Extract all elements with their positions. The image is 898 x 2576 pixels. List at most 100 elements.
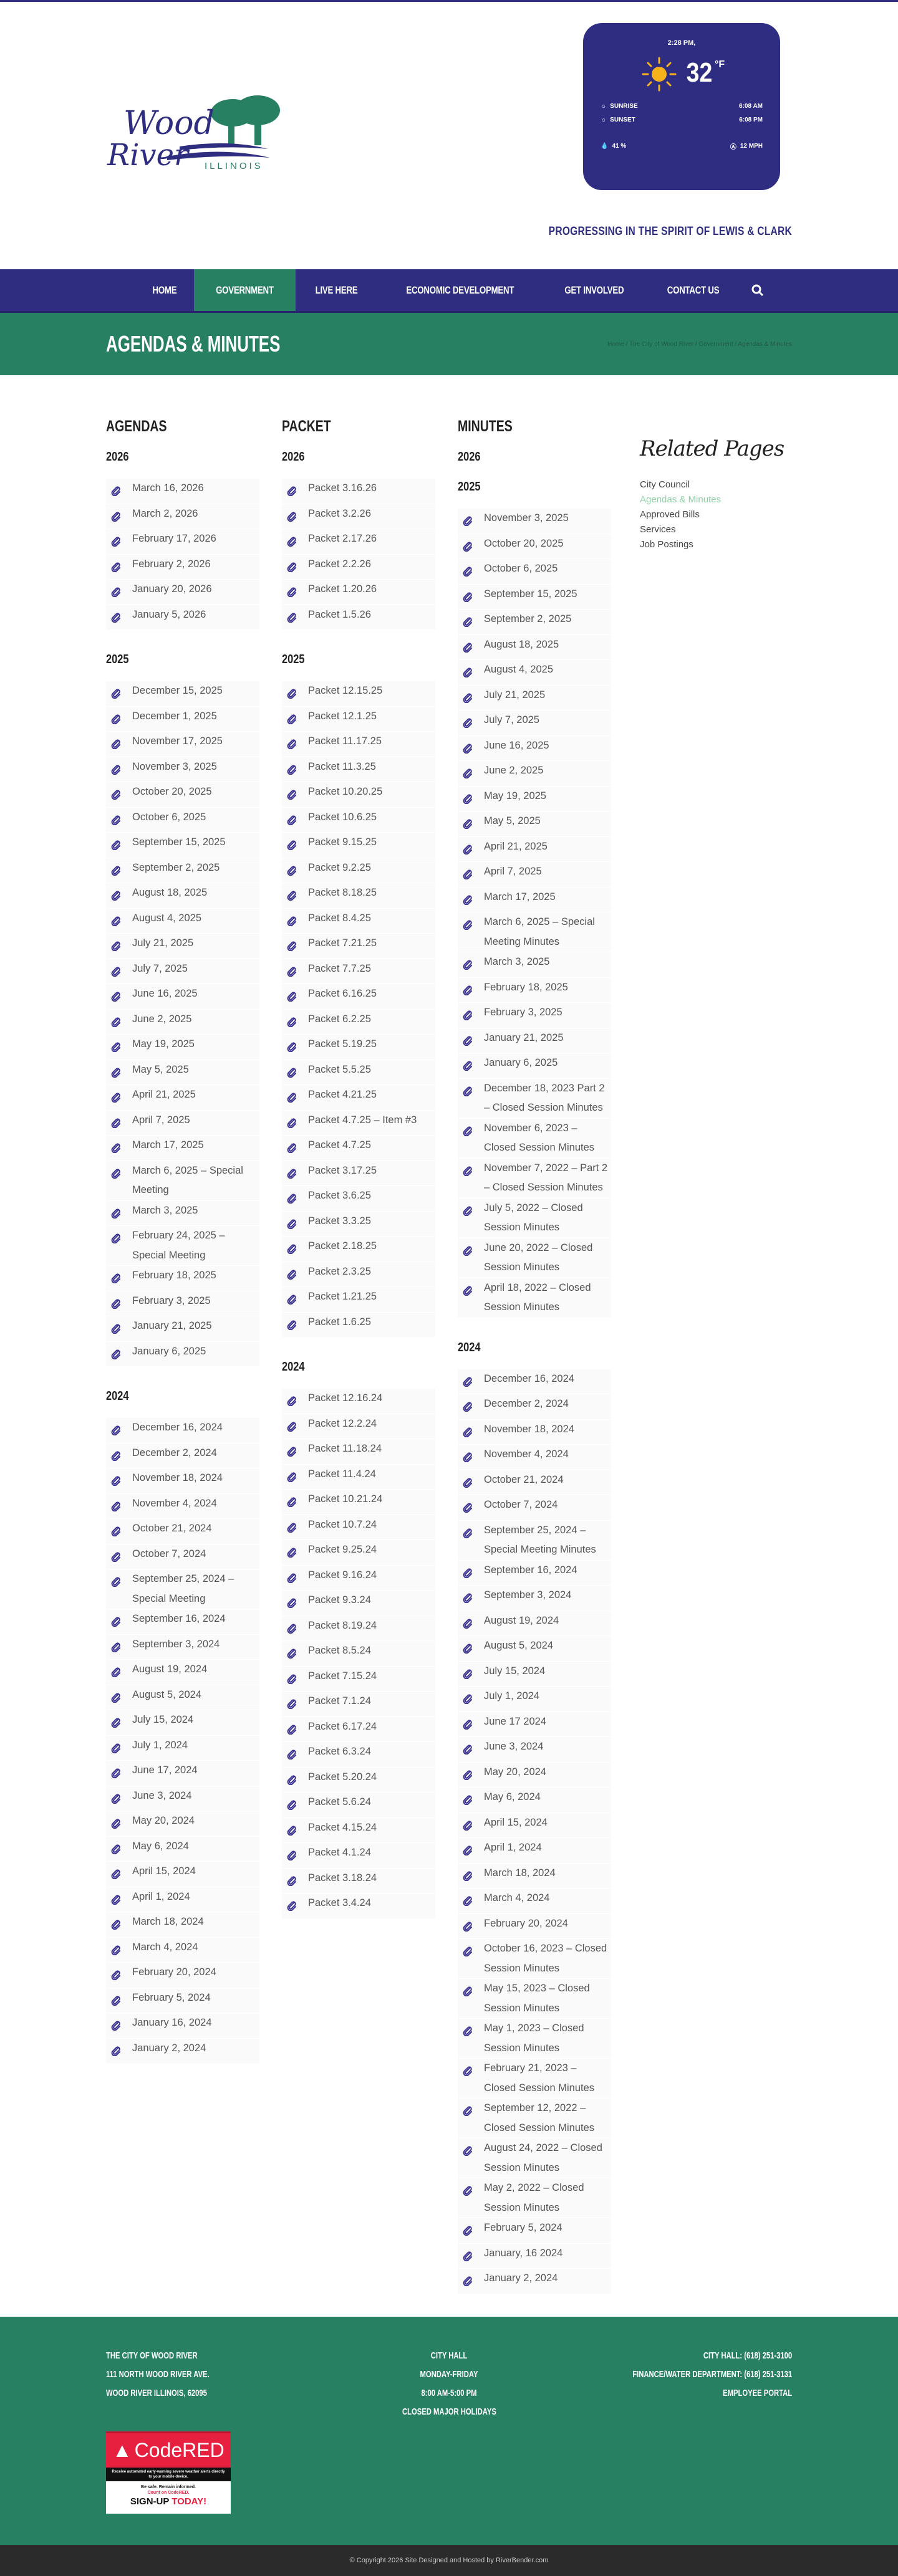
list-item[interactable]: Packet 3.4.24	[282, 1894, 435, 1919]
list-item[interactable]: September 2, 2025	[106, 858, 259, 883]
list-item[interactable]: September 16, 2024	[458, 1561, 611, 1586]
document-link[interactable]: May 6, 2024	[484, 1791, 541, 1803]
list-item[interactable]: July 1, 2024	[458, 1687, 611, 1712]
list-item[interactable]: October 20, 2025	[458, 534, 611, 559]
document-link[interactable]: September 16, 2024	[132, 1613, 226, 1624]
list-item[interactable]: Packet 6.3.24	[282, 1742, 435, 1768]
list-item[interactable]: December 16, 2024	[106, 1418, 259, 1444]
document-link[interactable]: October 16, 2023 – Closed Session Minute…	[484, 1943, 607, 1974]
document-link[interactable]: March 3, 2025	[132, 1204, 198, 1216]
list-item[interactable]: March 2, 2026	[106, 504, 259, 529]
document-link[interactable]: September 2, 2025	[484, 613, 572, 625]
document-link[interactable]: November 17, 2025	[132, 735, 223, 747]
list-item[interactable]: April 1, 2024	[458, 1838, 611, 1864]
document-link[interactable]: March 16, 2026	[132, 482, 204, 494]
list-item[interactable]: November 6, 2023 – Closed Session Minute…	[458, 1119, 611, 1159]
wood-river-logo[interactable]: Wood River ILLINOIS	[105, 89, 286, 176]
list-item[interactable]: January, 16 2024	[458, 2244, 611, 2269]
list-item[interactable]: Packet 5.6.24	[282, 1793, 435, 1818]
list-item[interactable]: Packet 4.7.25	[282, 1136, 435, 1161]
list-item[interactable]: February 17, 2026	[106, 529, 259, 555]
list-item[interactable]: August 18, 2025	[106, 883, 259, 909]
list-item[interactable]: Packet 10.7.24	[282, 1515, 435, 1540]
list-item[interactable]: Packet 8.19.24	[282, 1616, 435, 1641]
document-link[interactable]: April 21, 2025	[132, 1089, 196, 1100]
list-item[interactable]: November 18, 2024	[458, 1420, 611, 1445]
list-item[interactable]: Packet 2.2.26	[282, 555, 435, 580]
document-link[interactable]: October 20, 2025	[132, 786, 212, 797]
list-item[interactable]: April 7, 2025	[458, 862, 611, 888]
footer-contact-line[interactable]: FINANCE/WATER DEPARTMENT: (618) 251-3131	[632, 2368, 792, 2380]
document-link[interactable]: November 4, 2024	[484, 1448, 569, 1460]
list-item[interactable]: May 2, 2022 – Closed Session Minutes	[458, 2178, 611, 2218]
list-item[interactable]: November 3, 2025	[106, 757, 259, 782]
document-link[interactable]: Packet 10.20.25	[308, 786, 383, 797]
document-link[interactable]: April 7, 2025	[132, 1114, 190, 1126]
document-link[interactable]: March 18, 2024	[132, 1916, 204, 1927]
list-item[interactable]: April 15, 2024	[106, 1862, 259, 1887]
list-item[interactable]: Packet 10.20.25	[282, 782, 435, 808]
list-item[interactable]: February 3, 2025	[106, 1291, 259, 1316]
list-item[interactable]: December 2, 2024	[106, 1444, 259, 1468]
document-link[interactable]: November 3, 2025	[484, 512, 569, 524]
document-link[interactable]: April 1, 2024	[484, 1842, 542, 1853]
list-item[interactable]: August 5, 2024	[106, 1685, 259, 1710]
document-link[interactable]: December 15, 2025	[132, 685, 223, 696]
list-item[interactable]: Packet 1.20.26	[282, 580, 435, 605]
list-item[interactable]: January 2, 2024	[458, 2269, 611, 2294]
document-link[interactable]: Packet 7.15.24	[308, 1670, 377, 1682]
list-item[interactable]: August 19, 2024	[106, 1660, 259, 1685]
document-link[interactable]: March 2, 2026	[132, 507, 198, 519]
list-item[interactable]: March 6, 2025 – Special Meeting	[106, 1161, 259, 1201]
document-link[interactable]: February 18, 2025	[132, 1270, 216, 1281]
document-link[interactable]: April 7, 2025	[484, 866, 542, 877]
list-item[interactable]: Packet 8.18.25	[282, 883, 435, 909]
nav-item-live-here[interactable]: LIVE HERE	[296, 269, 377, 311]
list-item[interactable]: January 21, 2025	[106, 1316, 259, 1342]
list-item[interactable]: May 1, 2023 – Closed Session Minutes	[458, 2019, 611, 2059]
document-link[interactable]: Packet 9.3.24	[308, 1594, 371, 1606]
document-link[interactable]: September 25, 2024 – Special Meeting	[132, 1573, 234, 1604]
document-link[interactable]: March 6, 2025 – Special Meeting	[132, 1164, 243, 1196]
list-item[interactable]: Packet 4.21.25	[282, 1085, 435, 1111]
list-item[interactable]: September 16, 2024	[106, 1609, 259, 1635]
list-item[interactable]: June 17, 2024	[106, 1761, 259, 1786]
document-link[interactable]: August 18, 2025	[132, 887, 208, 898]
document-link[interactable]: November 4, 2024	[132, 1497, 217, 1509]
list-item[interactable]: May 6, 2024	[458, 1788, 611, 1813]
list-item[interactable]: Packet 1.21.25	[282, 1287, 435, 1313]
document-link[interactable]: Packet 8.4.25	[308, 912, 371, 924]
list-item[interactable]: July 21, 2025	[458, 686, 611, 711]
document-link[interactable]: Packet 1.6.25	[308, 1316, 371, 1328]
document-link[interactable]: May 5, 2025	[484, 815, 541, 826]
document-link[interactable]: August 5, 2024	[132, 1688, 202, 1700]
document-link[interactable]: Packet 11.4.24	[308, 1468, 376, 1480]
document-link[interactable]: August 24, 2022 – Closed Session Minutes	[484, 2142, 602, 2173]
list-item[interactable]: Packet 1.6.25	[282, 1313, 435, 1338]
list-item[interactable]: February 18, 2025	[458, 978, 611, 1003]
document-link[interactable]: December 16, 2024	[484, 1372, 574, 1384]
document-link[interactable]: October 6, 2025	[132, 811, 206, 823]
nav-item-get-involved[interactable]: GET INVOLVED	[543, 269, 646, 311]
document-link[interactable]: March 6, 2025 – Special Meeting Minutes	[484, 916, 595, 947]
nav-item-government[interactable]: GOVERNMENT	[193, 269, 296, 311]
list-item[interactable]: March 18, 2024	[106, 1912, 259, 1938]
document-link[interactable]: July 7, 2025	[132, 962, 188, 974]
list-item[interactable]: November 4, 2024	[458, 1445, 611, 1470]
list-item[interactable]: July 21, 2025	[106, 934, 259, 959]
document-link[interactable]: November 18, 2024	[484, 1423, 574, 1435]
list-item[interactable]: May 19, 2025	[458, 787, 611, 812]
document-link[interactable]: September 12, 2022 – Closed Session Minu…	[484, 2102, 595, 2133]
list-item[interactable]: June 3, 2024	[458, 1737, 611, 1763]
nav-item-home[interactable]: HOME	[135, 269, 194, 311]
related-link-approved-bills[interactable]: Approved Bills	[640, 509, 700, 520]
list-item[interactable]: September 2, 2025	[458, 610, 611, 635]
list-item[interactable]: December 18, 2023 Part 2 – Closed Sessio…	[458, 1079, 611, 1119]
document-link[interactable]: June 17 2024	[484, 1715, 547, 1727]
list-item[interactable]: April 18, 2022 – Closed Session Minutes	[458, 1278, 611, 1318]
document-link[interactable]: January 6, 2025	[484, 1057, 558, 1068]
list-item[interactable]: Packet 5.20.24	[282, 1768, 435, 1793]
list-item[interactable]: October 6, 2025	[106, 808, 259, 833]
list-item[interactable]: September 15, 2025	[106, 833, 259, 858]
document-link[interactable]: May 20, 2024	[484, 1766, 546, 1778]
